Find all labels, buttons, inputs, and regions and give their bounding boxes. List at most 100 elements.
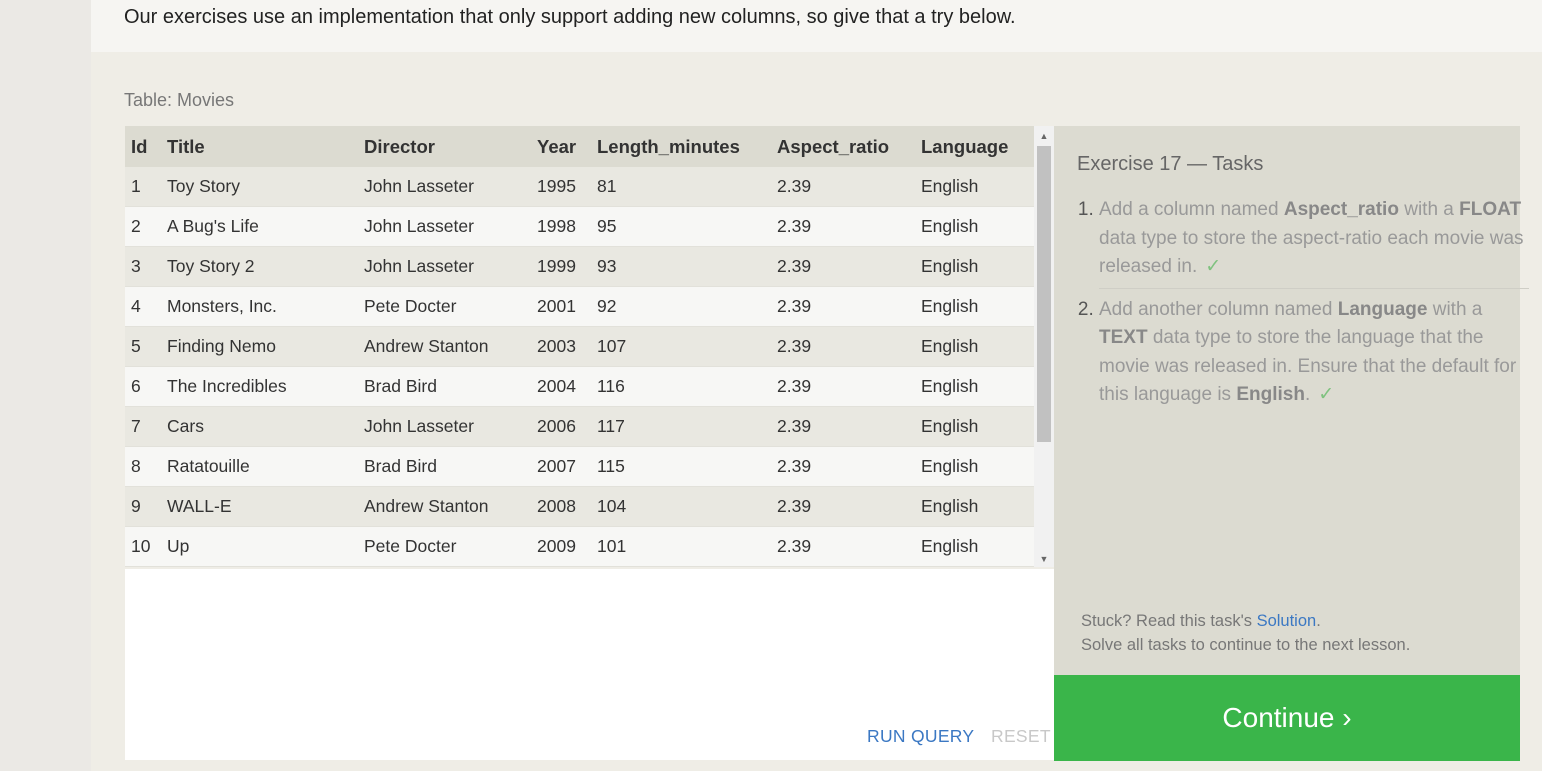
table-cell: English bbox=[915, 526, 1034, 567]
table-cell: 2006 bbox=[531, 406, 591, 447]
intro-text: Our exercises use an implementation that… bbox=[124, 6, 1016, 28]
table-cell: 10 bbox=[125, 526, 161, 567]
continue-button[interactable]: Continue › bbox=[1054, 675, 1520, 761]
checkmark-icon: ✓ bbox=[1318, 384, 1335, 405]
column-header: Id bbox=[125, 126, 161, 167]
task-keyword: English bbox=[1236, 384, 1305, 405]
solution-link[interactable]: Solution bbox=[1256, 612, 1317, 630]
table-cell: 2.39 bbox=[771, 206, 915, 247]
lesson-intro: Our exercises use an implementation that… bbox=[91, 0, 1542, 52]
scroll-down-arrow-icon[interactable]: ▼ bbox=[1039, 554, 1049, 564]
table-cell: 2.39 bbox=[771, 366, 915, 407]
table-cell: 1995 bbox=[531, 167, 591, 207]
table-row: 3 Toy Story 2 John Lasseter 1999 93 2.39 Engli… bbox=[125, 246, 1034, 287]
table-cell: English bbox=[915, 486, 1034, 527]
table-cell: 2.39 bbox=[771, 446, 915, 487]
tasks-panel: Exercise 17 — Tasks Add a column named A… bbox=[1054, 126, 1529, 675]
task-text: . bbox=[1304, 384, 1311, 405]
query-editor[interactable]: RUN QUERY RESET bbox=[125, 569, 1054, 760]
task-text: with a bbox=[1398, 199, 1460, 220]
table-cell: 92 bbox=[591, 286, 771, 327]
solve-all-text: Solve all tasks to continue to the next … bbox=[1081, 636, 1411, 654]
table-cell: Toy Story 2 bbox=[161, 246, 358, 287]
task-text: Add a column named bbox=[1099, 199, 1284, 220]
stuck-text: . bbox=[1316, 612, 1321, 630]
column-header: Aspect_ratio bbox=[771, 126, 915, 167]
table-cell: Andrew Stanton bbox=[358, 486, 531, 527]
table-cell: 2.39 bbox=[771, 246, 915, 287]
table-cell: 2.39 bbox=[771, 167, 915, 207]
table-cell: 2.39 bbox=[771, 526, 915, 567]
reset-button[interactable]: RESET bbox=[991, 726, 1051, 746]
checkmark-icon: ✓ bbox=[1205, 256, 1222, 277]
table-cell: 2.39 bbox=[771, 326, 915, 367]
table-cell: 1999 bbox=[531, 246, 591, 287]
table-row: 7 Cars John Lasseter 2006 117 2.39 English bbox=[125, 406, 1034, 447]
task-text: Add another column named bbox=[1099, 298, 1338, 320]
table-cell: 117 bbox=[591, 406, 771, 447]
table-cell: 2004 bbox=[531, 366, 591, 407]
table-cell: 115 bbox=[591, 446, 771, 487]
table-cell: 93 bbox=[591, 246, 771, 287]
table-cell: John Lasseter bbox=[358, 246, 531, 287]
table-cell: A Bug's Life bbox=[161, 206, 358, 247]
stuck-help: Stuck? Read this task's Solution. Solve … bbox=[1081, 609, 1410, 657]
table-cell: 2008 bbox=[531, 486, 591, 527]
table-cell: John Lasseter bbox=[358, 167, 531, 207]
table-cell: Monsters, Inc. bbox=[161, 286, 358, 327]
column-header: Director bbox=[358, 126, 531, 167]
table-cell: 2.39 bbox=[771, 486, 915, 527]
table-cell: 8 bbox=[125, 446, 161, 487]
table-cell: 1998 bbox=[531, 206, 591, 247]
table-cell: Ratatouille bbox=[161, 446, 358, 487]
table-row: 8 Ratatouille Brad Bird 2007 115 2.39 English bbox=[125, 446, 1034, 487]
table-caption: Table: Movies bbox=[124, 90, 235, 110]
scrollbar-thumb[interactable] bbox=[1037, 146, 1051, 442]
results-table-container: Id Title Director Year Length_minutes As… bbox=[125, 126, 1034, 567]
table-cell: 2003 bbox=[531, 326, 591, 367]
task-keyword: TEXT bbox=[1099, 327, 1148, 348]
table-row: 6 The Incredibles Brad Bird 2004 116 2.39 Engl… bbox=[125, 366, 1034, 407]
table-cell: Pete Docter bbox=[358, 286, 531, 327]
table-cell: English bbox=[915, 406, 1034, 447]
table-row: 10 Up Pete Docter 2009 101 2.39 English bbox=[125, 526, 1034, 567]
table-cell: English bbox=[915, 366, 1034, 407]
table-cell: Pete Docter bbox=[358, 526, 531, 567]
scroll-up-arrow-icon[interactable]: ▲ bbox=[1039, 131, 1049, 141]
column-header: Title bbox=[161, 126, 358, 167]
results-table: Id Title Director Year Length_minutes As… bbox=[125, 126, 1034, 567]
task-item: Add a column named Aspect_ratio with a F… bbox=[1099, 196, 1529, 289]
task-keyword: Language bbox=[1337, 298, 1428, 320]
table-cell: John Lasseter bbox=[358, 406, 531, 447]
table-cell: 104 bbox=[591, 486, 771, 527]
stuck-text: Stuck? Read this task's bbox=[1081, 612, 1257, 630]
table-scrollbar[interactable]: ▲ ▼ bbox=[1034, 126, 1054, 567]
table-cell: 9 bbox=[125, 486, 161, 527]
table-cell: 2.39 bbox=[771, 286, 915, 327]
table-cell: Toy Story bbox=[161, 167, 358, 207]
table-cell: 4 bbox=[125, 286, 161, 327]
column-header: Length_minutes bbox=[591, 126, 771, 167]
table-cell: 107 bbox=[591, 326, 771, 367]
task-text: with a bbox=[1427, 298, 1483, 320]
table-cell: Brad Bird bbox=[358, 366, 531, 407]
table-cell: English bbox=[915, 286, 1034, 327]
table-header-row: Id Title Director Year Length_minutes As… bbox=[125, 126, 1034, 167]
table-cell: 2001 bbox=[531, 286, 591, 327]
table-cell: English bbox=[915, 167, 1034, 207]
table-cell: John Lasseter bbox=[358, 206, 531, 247]
table-cell: English bbox=[915, 206, 1034, 247]
table-cell: Finding Nemo bbox=[161, 326, 358, 367]
table-cell: English bbox=[915, 246, 1034, 287]
table-row: 4 Monsters, Inc. Pete Docter 2001 92 2.39 Engl… bbox=[125, 286, 1034, 327]
lesson-page: Our exercises use an implementation that… bbox=[91, 0, 1542, 771]
table-cell: 101 bbox=[591, 526, 771, 567]
table-cell: English bbox=[915, 446, 1034, 487]
table-cell: 7 bbox=[125, 406, 161, 447]
task-text: data type to store the language that the… bbox=[1099, 327, 1517, 405]
run-query-button[interactable]: RUN QUERY bbox=[867, 726, 975, 746]
table-cell: 2.39 bbox=[771, 406, 915, 447]
table-cell: WALL-E bbox=[161, 486, 358, 527]
task-keyword: FLOAT bbox=[1459, 199, 1522, 220]
